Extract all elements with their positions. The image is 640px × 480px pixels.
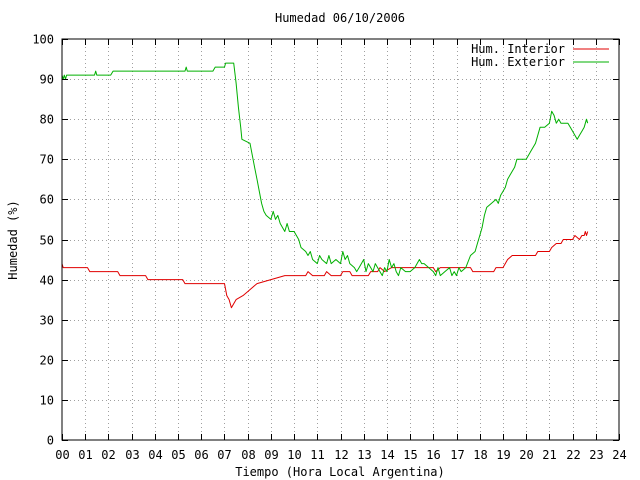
- y-tick-label: 60: [40, 193, 54, 207]
- series-lines: [61, 62, 589, 309]
- y-tick-label: 70: [40, 153, 54, 167]
- y-tick-label: 40: [40, 274, 54, 288]
- y-axis-label: Humedad (%): [6, 200, 20, 279]
- x-tick-label: 23: [589, 448, 603, 462]
- series-line-hum-exterior: [61, 62, 589, 277]
- axis-ticks: 0 10 20 30 40 50 60 70 80 90 100 00 01 02 03 04 05 06 07 08…: [32, 33, 626, 463]
- plot-frame: [61, 38, 620, 441]
- chart-title: Humedad 06/10/2006: [275, 11, 405, 25]
- x-tick-label: 19: [496, 448, 510, 462]
- x-tick-label: 21: [542, 448, 556, 462]
- x-tick-label: 02: [101, 448, 115, 462]
- grid-lines: [62, 39, 619, 440]
- y-tick-label: 80: [40, 113, 54, 127]
- legend-label: Hum. Exterior: [471, 55, 565, 69]
- legend-label: Hum. Interior: [471, 42, 565, 56]
- x-tick-label: 18: [473, 448, 487, 462]
- x-tick-label: 16: [426, 448, 440, 462]
- x-tick-label: 14: [380, 448, 394, 462]
- x-tick-label: 04: [148, 448, 162, 462]
- series-line-hum-interior: [61, 231, 589, 309]
- x-tick-label: 07: [217, 448, 231, 462]
- x-tick-label: 01: [78, 448, 92, 462]
- x-tick-label: 08: [241, 448, 255, 462]
- x-axis-label: Tiempo (Hora Local Argentina): [235, 465, 445, 479]
- x-tick-label: 09: [264, 448, 278, 462]
- x-tick-label: 13: [357, 448, 371, 462]
- y-tick-label: 90: [40, 73, 54, 87]
- x-tick-label: 05: [171, 448, 185, 462]
- x-tick-label: 11: [310, 448, 324, 462]
- x-tick-label: 22: [566, 448, 580, 462]
- y-tick-label: 0: [47, 434, 54, 448]
- y-tick-label: 100: [32, 33, 54, 47]
- x-tick-label: 15: [403, 448, 417, 462]
- y-tick-label: 10: [40, 394, 54, 408]
- x-tick-label: 17: [450, 448, 464, 462]
- y-tick-label: 20: [40, 354, 54, 368]
- x-tick-label: 20: [519, 448, 533, 462]
- x-tick-label: 06: [194, 448, 208, 462]
- x-tick-label: 10: [287, 448, 301, 462]
- x-tick-label: 24: [612, 448, 626, 462]
- y-tick-label: 30: [40, 314, 54, 328]
- x-tick-label: 03: [125, 448, 139, 462]
- x-tick-label: 12: [334, 448, 348, 462]
- x-tick-label: 00: [55, 448, 69, 462]
- y-tick-label: 50: [40, 234, 54, 248]
